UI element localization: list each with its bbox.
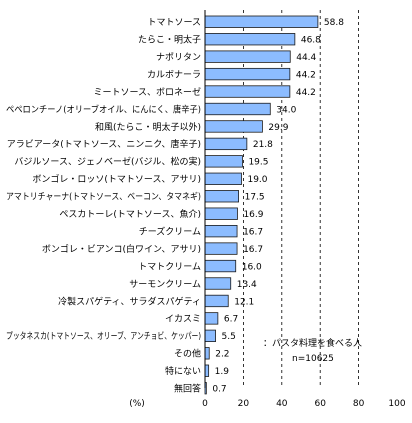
value-label: 13.4 — [237, 280, 257, 290]
category-label: アマトリチャーナ(トマトソース、ベーコン、タマネギ) — [6, 192, 201, 203]
bar — [204, 85, 291, 98]
bar — [204, 224, 238, 238]
category-labels: トマトソースたらこ・明太子ナポリタンカルボナーラミートソース、ボロネーゼペペロン… — [6, 18, 201, 394]
x-tick-label: 20 — [238, 399, 250, 409]
value-label: 21.8 — [253, 140, 273, 150]
category-label: サーモンクリーム — [129, 279, 201, 290]
x-tick-label: 100 — [388, 399, 405, 409]
category-label: トマトクリーム — [138, 261, 201, 272]
category-label: イカスミ — [165, 314, 201, 325]
category-label: チーズクリーム — [139, 225, 201, 237]
x-axis-ticks: 0 20 40 60 80 100 — [202, 399, 406, 409]
bar — [204, 364, 210, 377]
bar — [204, 259, 237, 273]
bar — [204, 33, 296, 46]
x-tick-label: 40 — [276, 399, 288, 409]
category-label: アラビアータ(トマトソース、ニンニク、唐辛子) — [7, 138, 201, 150]
category-label: 無回答 — [174, 383, 201, 395]
value-label: 12.1 — [234, 297, 254, 307]
bar — [204, 207, 238, 220]
bar — [204, 155, 243, 168]
value-label: 34.0 — [276, 105, 296, 115]
x-tick-label: 80 — [353, 399, 365, 409]
category-label: その他 — [174, 348, 201, 360]
category-label: ペペロンチーノ(オリーブオイル、にんにく、唐辛子) — [6, 103, 201, 115]
bar — [204, 347, 210, 360]
bar — [204, 277, 232, 290]
value-label: 16.7 — [243, 245, 263, 255]
bar — [204, 67, 291, 81]
sample-size: n=10625 — [292, 354, 334, 364]
category-label: ボンゴレ・ロッソ(トマトソース、アサリ) — [32, 173, 201, 185]
bar — [204, 190, 239, 203]
bar — [204, 172, 242, 185]
x-tick-label: 0 — [202, 399, 208, 409]
category-label: トマトソース — [147, 18, 201, 28]
category-label: カルボナーラ — [147, 69, 201, 80]
category-label: バジルソース、ジェノベーゼ(バジル、松の実) — [14, 156, 201, 168]
bar — [204, 15, 319, 28]
value-label: 2.2 — [215, 350, 229, 360]
bar — [204, 294, 229, 308]
category-label: プッタネスカ(トマトソース、オリーブ、アンチョビ、ケッパー) — [6, 330, 201, 342]
legend-note: ：パスタ料理を食べる人 — [263, 337, 362, 349]
value-label: 1.9 — [215, 367, 230, 377]
category-label: たらこ・明太子 — [138, 34, 201, 46]
bar — [204, 102, 271, 116]
value-label: 19.0 — [247, 175, 267, 185]
bar — [204, 120, 263, 133]
value-label: 0.7 — [212, 385, 226, 395]
bar — [204, 50, 291, 63]
value-label: 44.2 — [296, 70, 316, 80]
bar — [204, 329, 216, 343]
x-tick-label: 60 — [314, 399, 326, 409]
category-label: 冷製スパゲティ、サラダスパゲティ — [58, 295, 201, 307]
bar — [204, 137, 248, 151]
bar — [204, 242, 238, 255]
category-label: ミートソース、ボロネーゼ — [93, 86, 201, 98]
value-label: 46.8 — [301, 36, 321, 46]
bar — [204, 312, 219, 325]
value-labels: 58.846.844.444.244.234.029.921.819.519.0… — [212, 18, 344, 394]
value-label: 6.7 — [224, 315, 238, 325]
value-label: 29.9 — [268, 123, 288, 133]
category-label: ボンゴレ・ビアンコ(白ワイン、アサリ) — [42, 243, 201, 255]
value-label: 44.4 — [296, 53, 316, 63]
value-label: 16.0 — [242, 262, 262, 272]
value-label: 16.9 — [243, 210, 263, 220]
bar — [204, 382, 207, 395]
category-label: ペスカトーレ(トマトソース、魚介) — [59, 208, 201, 220]
value-label: 19.5 — [248, 158, 268, 168]
value-label: 5.5 — [222, 332, 236, 342]
value-label: 44.2 — [296, 88, 316, 98]
category-label: 和風(たらこ・明太子以外) — [95, 121, 201, 133]
value-label: 58.8 — [324, 18, 344, 28]
bars — [204, 15, 319, 395]
x-axis-label: (%) — [129, 399, 145, 409]
value-label: 17.5 — [245, 193, 265, 203]
category-label: 特にない — [165, 365, 201, 377]
category-label: ナポリタン — [156, 52, 201, 63]
value-label: 16.7 — [243, 227, 263, 237]
